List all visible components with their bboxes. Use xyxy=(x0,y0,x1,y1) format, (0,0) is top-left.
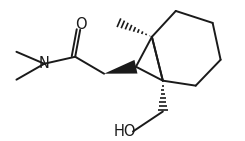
Text: N: N xyxy=(39,56,50,71)
Text: HO: HO xyxy=(114,124,136,139)
Polygon shape xyxy=(104,60,137,74)
Text: O: O xyxy=(75,17,87,32)
